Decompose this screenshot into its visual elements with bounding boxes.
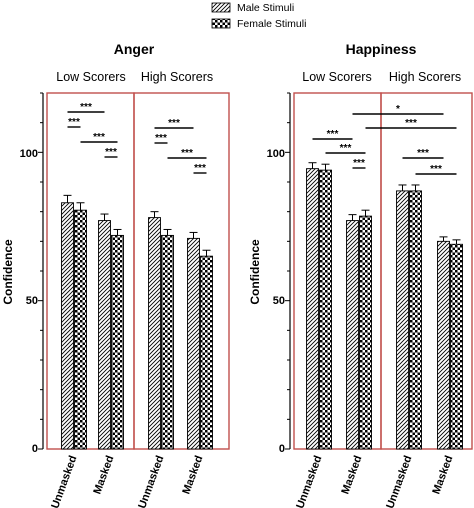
group-frame-high bbox=[133, 92, 230, 450]
sig-label: *** bbox=[68, 117, 80, 128]
y-tick-label: 50 bbox=[273, 295, 285, 307]
sig-label: * bbox=[396, 104, 400, 115]
sig-label: *** bbox=[405, 118, 417, 129]
y-axis-label: Confidence bbox=[248, 239, 262, 305]
x-tick-label: Unmasked bbox=[136, 454, 166, 508]
bar-female bbox=[359, 215, 372, 450]
group-label-high: High Scorers bbox=[389, 70, 461, 84]
bar-male bbox=[61, 202, 74, 450]
bar-female bbox=[200, 255, 213, 450]
x-category-label: Unmasked bbox=[49, 454, 79, 508]
bar-male bbox=[437, 240, 450, 450]
bar-male bbox=[187, 237, 200, 450]
y-tick-label: 0 bbox=[32, 443, 38, 455]
x-tick-label: Masked bbox=[180, 454, 205, 496]
happiness-panel: Happiness Low Scorers High Scorers Confi… bbox=[248, 41, 473, 508]
sig-label: *** bbox=[353, 158, 365, 169]
sig-label: *** bbox=[340, 143, 352, 154]
bar-male bbox=[396, 190, 409, 450]
legend-label-male: Male Stimuli bbox=[237, 2, 294, 14]
bar-female bbox=[161, 234, 174, 450]
sig-label: *** bbox=[430, 164, 442, 175]
legend-swatch-hatch bbox=[211, 2, 231, 13]
x-category-label: Unmasked bbox=[136, 454, 166, 508]
y-tick-label: 100 bbox=[267, 148, 285, 160]
significance-labels: * *** *** *** *** *** *** bbox=[327, 104, 442, 175]
bar-female bbox=[409, 190, 422, 450]
sig-label: *** bbox=[168, 118, 180, 129]
legend-item-male: Male Stimuli bbox=[211, 2, 294, 14]
bar-male bbox=[148, 217, 161, 450]
y-tick-label: 0 bbox=[279, 443, 285, 455]
x-category-label: Unmasked bbox=[294, 454, 324, 508]
bar-male bbox=[98, 220, 111, 450]
legend: Male Stimuli Female Stimuli bbox=[211, 2, 306, 30]
group-label-low: Low Scorers bbox=[302, 70, 371, 84]
bar-female bbox=[111, 234, 124, 450]
sig-label: *** bbox=[105, 147, 117, 158]
x-tick-label: Masked bbox=[430, 454, 455, 496]
x-category-label: Masked bbox=[339, 454, 364, 496]
legend-item-female: Female Stimuli bbox=[211, 18, 306, 30]
sig-label: *** bbox=[327, 129, 339, 140]
sig-label: *** bbox=[181, 148, 193, 159]
x-tick-label: Unmasked bbox=[384, 454, 414, 508]
y-tick-label: 50 bbox=[26, 295, 38, 307]
group-label-low: Low Scorers bbox=[56, 70, 125, 84]
x-category-label: Masked bbox=[91, 454, 116, 496]
x-tick-label: Unmasked bbox=[49, 454, 79, 508]
bar-female bbox=[450, 243, 463, 450]
x-category-label: Masked bbox=[180, 454, 205, 496]
legend-swatch-checker bbox=[211, 18, 231, 29]
x-tick-label: Masked bbox=[91, 454, 116, 496]
anger-panel: Anger Low Scorers High Scorers Confidenc… bbox=[1, 41, 230, 508]
sig-label: *** bbox=[93, 132, 105, 143]
sig-label: *** bbox=[80, 102, 92, 113]
x-category-label: Masked bbox=[430, 454, 455, 496]
sig-label: *** bbox=[155, 133, 167, 144]
significance-labels: *** *** *** *** *** *** *** *** bbox=[68, 102, 206, 174]
x-tick-label: Unmasked bbox=[294, 454, 324, 508]
panel-title: Anger bbox=[114, 41, 155, 57]
group-frame-high bbox=[380, 92, 473, 450]
bar-male bbox=[306, 168, 319, 450]
y-tick-label: 100 bbox=[20, 148, 38, 160]
y-axis-label: Confidence bbox=[1, 239, 15, 305]
bar-female bbox=[74, 209, 87, 450]
x-category-label: Unmasked bbox=[384, 454, 414, 508]
panel-title: Happiness bbox=[346, 41, 417, 57]
x-tick-label: Masked bbox=[339, 454, 364, 496]
bar-male bbox=[346, 220, 359, 450]
sig-label: *** bbox=[194, 163, 206, 174]
group-label-high: High Scorers bbox=[141, 70, 213, 84]
legend-label-female: Female Stimuli bbox=[237, 18, 306, 30]
bar-female bbox=[319, 169, 332, 450]
sig-label: *** bbox=[417, 148, 429, 159]
